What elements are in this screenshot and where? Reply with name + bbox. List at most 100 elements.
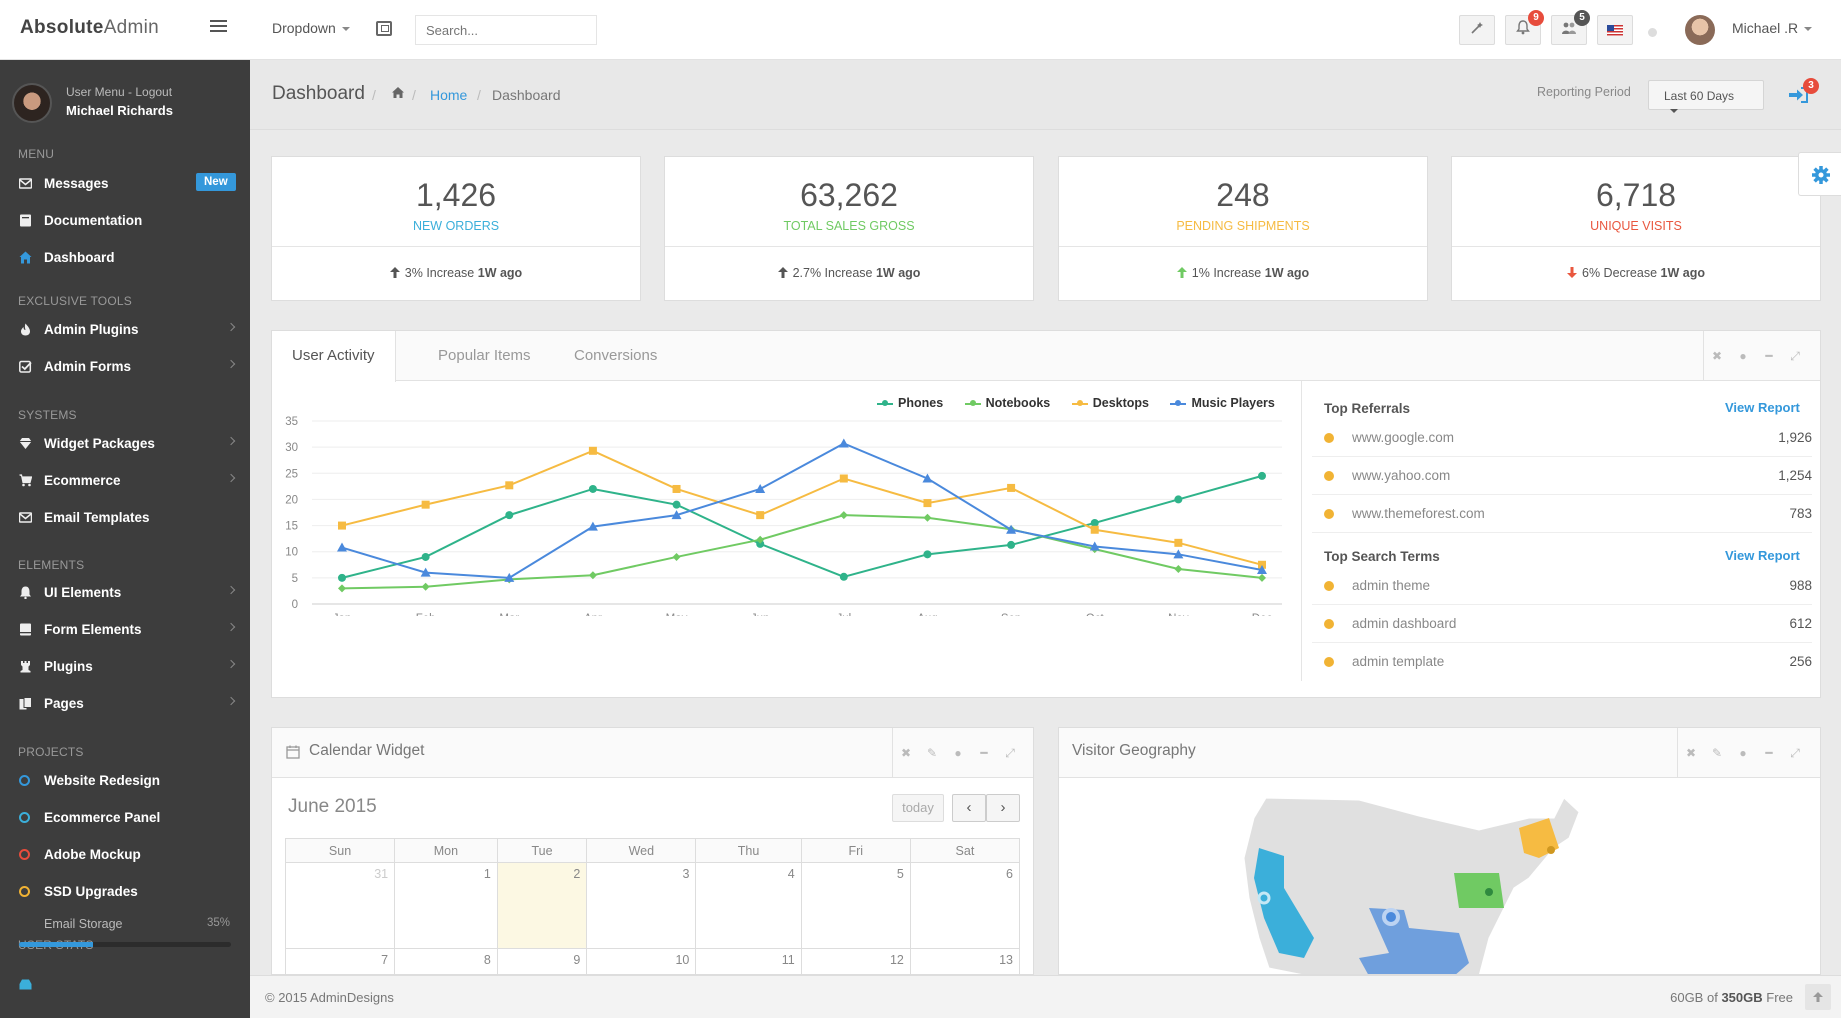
- data-point: [1174, 495, 1183, 504]
- header-dropdown[interactable]: Dropdown: [272, 20, 350, 36]
- search-term-name[interactable]: admin dashboard: [1352, 616, 1457, 631]
- calendar-prev-button[interactable]: ‹: [952, 794, 986, 822]
- header-user-menu[interactable]: Michael .R: [1732, 20, 1813, 36]
- sidebar: User Menu - Logout Michael Richards Menu…: [0, 60, 250, 1018]
- notifications-button[interactable]: 9: [1505, 10, 1544, 45]
- edit-icon[interactable]: ✎: [1711, 746, 1723, 760]
- calendar-day[interactable]: 13: [909, 948, 1021, 974]
- data-point: [1089, 541, 1100, 551]
- search-term-name[interactable]: admin template: [1352, 654, 1445, 669]
- sidebar-item-pages[interactable]: Pages: [0, 689, 250, 719]
- legend-phones[interactable]: Phones: [877, 396, 943, 410]
- sidebar-item-label: Admin Forms: [44, 359, 132, 374]
- cart-icon: [19, 474, 32, 487]
- chevron-right-icon: ›: [1000, 799, 1006, 816]
- sidebar-item-adobe-mockup[interactable]: Adobe Mockup: [0, 840, 250, 870]
- header-dropdown-label: Dropdown: [272, 20, 336, 36]
- calendar-day[interactable]: 12: [800, 948, 911, 974]
- color-drop-icon[interactable]: ●: [1739, 746, 1747, 760]
- legend-desktops[interactable]: Desktops: [1071, 396, 1149, 410]
- calendar-day[interactable]: 3: [586, 862, 697, 949]
- tab-conversions[interactable]: Conversions: [574, 347, 658, 364]
- minimize-icon[interactable]: ━: [1765, 349, 1773, 363]
- tab-popular-items[interactable]: Popular Items: [438, 347, 531, 364]
- app-logo[interactable]: AbsoluteAdmin: [20, 17, 160, 38]
- sidebar-item-form-elements[interactable]: Form Elements: [0, 615, 250, 645]
- sidebar-item-website-redesign[interactable]: Website Redesign: [0, 766, 250, 796]
- referrals-view-report-link[interactable]: View Report: [1725, 400, 1800, 415]
- language-button[interactable]: [1597, 15, 1633, 45]
- sidebar-item-ui-elements[interactable]: UI Elements: [0, 578, 250, 608]
- sidebar-item-ecommerce[interactable]: Ecommerce: [0, 466, 250, 496]
- calendar-day[interactable]: 11: [695, 948, 802, 974]
- breadcrumb-home-link[interactable]: Home: [430, 87, 468, 103]
- search-view-report-link[interactable]: View Report: [1725, 548, 1800, 563]
- status-dot: [1648, 28, 1657, 37]
- calendar-day[interactable]: 31: [284, 862, 396, 949]
- sidebar-item-plugins[interactable]: Plugins: [0, 652, 250, 682]
- calendar-today-button[interactable]: today: [892, 794, 944, 822]
- sidebar-item-admin-plugins[interactable]: Admin Plugins: [0, 315, 250, 345]
- user-menu-logout-link[interactable]: User Menu - Logout: [66, 85, 173, 99]
- legend-music-players[interactable]: Music Players: [1170, 396, 1275, 410]
- close-icon[interactable]: ✖: [1711, 349, 1723, 363]
- data-point: [923, 550, 932, 559]
- minimize-icon[interactable]: ━: [1765, 746, 1773, 760]
- calendar-day[interactable]: 7: [284, 948, 396, 974]
- data-point: [504, 572, 515, 582]
- sidebar-toggle-icon[interactable]: [210, 20, 227, 34]
- referral-name[interactable]: www.google.com: [1352, 430, 1455, 445]
- color-drop-icon[interactable]: ●: [954, 746, 962, 760]
- calendar-day[interactable]: 4: [695, 862, 802, 949]
- bullet-icon: [1324, 509, 1334, 519]
- sidebar-item-widget-packages[interactable]: Widget Packages: [0, 429, 250, 459]
- calendar-day[interactable]: 9: [496, 948, 588, 974]
- top-header: AbsoluteAdmin Dropdown 9 5 Michael .R: [0, 0, 1841, 60]
- calendar-day[interactable]: 1: [394, 862, 498, 949]
- expand-icon[interactable]: ⤢: [1790, 746, 1800, 760]
- calendar-next-button[interactable]: ›: [986, 794, 1020, 822]
- data-point: [922, 473, 933, 483]
- calendar-day[interactable]: 10: [586, 948, 697, 974]
- search-input[interactable]: [415, 15, 597, 45]
- expand-icon[interactable]: ⤢: [1790, 349, 1800, 363]
- data-point: [672, 500, 681, 509]
- x-tick-label: May: [666, 613, 688, 616]
- sidebar-item-dashboard[interactable]: Dashboard: [0, 243, 250, 273]
- calendar-day[interactable]: 6: [909, 862, 1021, 949]
- sidebar-avatar[interactable]: [12, 83, 52, 123]
- referral-name[interactable]: www.themeforest.com: [1352, 506, 1485, 521]
- data-point: [588, 446, 597, 455]
- sidebar-item-messages[interactable]: Messages New: [0, 169, 250, 199]
- scroll-to-top-button[interactable]: [1805, 984, 1831, 1010]
- search-term-name[interactable]: admin theme: [1352, 578, 1431, 593]
- sidebar-item-admin-forms[interactable]: Admin Forms: [0, 352, 250, 382]
- header-avatar[interactable]: [1685, 15, 1715, 45]
- calendar-day-today[interactable]: 2: [496, 862, 588, 949]
- close-icon[interactable]: ✖: [1685, 746, 1697, 760]
- sidebar-item-documentation[interactable]: Documentation: [0, 206, 250, 236]
- home-icon[interactable]: [392, 87, 404, 98]
- close-icon[interactable]: ✖: [900, 746, 912, 760]
- fullscreen-icon[interactable]: [376, 21, 392, 36]
- sidebar-item-ecommerce-panel[interactable]: Ecommerce Panel: [0, 803, 250, 833]
- data-point: [337, 542, 347, 552]
- tab-user-activity[interactable]: User Activity: [272, 331, 396, 382]
- settings-toggle-button[interactable]: [1798, 152, 1841, 196]
- referral-name[interactable]: www.yahoo.com: [1352, 468, 1451, 483]
- minimize-icon[interactable]: ━: [980, 746, 988, 760]
- legend-notebooks[interactable]: Notebooks: [964, 396, 1050, 410]
- sidebar-item-email-templates[interactable]: Email Templates: [0, 503, 250, 533]
- data-point: [420, 567, 431, 577]
- color-drop-icon[interactable]: ●: [1739, 349, 1747, 363]
- magic-wand-button[interactable]: [1459, 15, 1495, 45]
- calendar-widget-panel: Calendar Widget ✖ ✎ ● ━ ⤢ June 2015 today ‹ …: [271, 727, 1034, 975]
- calendar-day[interactable]: 8: [394, 948, 498, 974]
- expand-icon[interactable]: ⤢: [1005, 746, 1015, 760]
- edit-icon[interactable]: ✎: [926, 746, 938, 760]
- reporting-period-select[interactable]: Last 60 Days: [1648, 80, 1764, 113]
- calendar-day[interactable]: 5: [800, 862, 911, 949]
- sidebar-item-ssd-upgrades[interactable]: SSD Upgrades: [0, 877, 250, 907]
- users-button[interactable]: 5: [1551, 10, 1590, 45]
- data-point: [839, 511, 848, 520]
